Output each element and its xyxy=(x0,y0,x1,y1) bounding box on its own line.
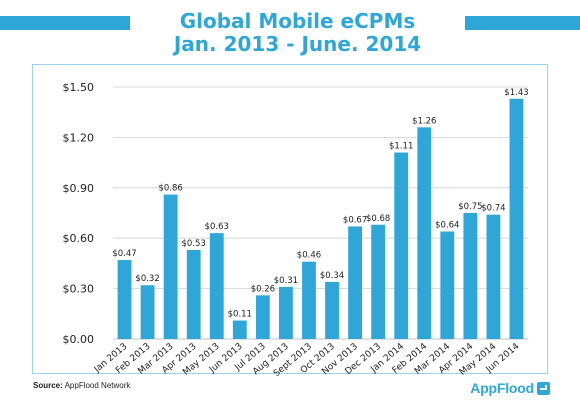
data-label: $0.53 xyxy=(182,239,206,249)
bar xyxy=(371,224,386,339)
data-label: $1.26 xyxy=(412,116,436,126)
bar xyxy=(509,98,524,339)
source-label: Source: xyxy=(33,381,63,390)
bar xyxy=(325,281,339,339)
chart-title-line1: Global Mobile eCPMs xyxy=(179,9,416,33)
bar xyxy=(209,233,224,339)
source-text: AppFlood Network xyxy=(64,381,131,390)
bar xyxy=(394,152,409,339)
brand-logo: AppFlood xyxy=(470,380,550,396)
y-tick-label: $1.50 xyxy=(63,81,95,94)
bar xyxy=(440,231,455,339)
data-label: $1.43 xyxy=(504,88,528,98)
bar xyxy=(140,285,155,339)
y-tick-label: $1.20 xyxy=(63,131,95,144)
decorative-bar-right xyxy=(465,16,580,30)
bar xyxy=(279,286,293,339)
bar xyxy=(486,214,501,339)
bar xyxy=(255,295,270,339)
bar xyxy=(348,226,362,339)
chart-title: Global Mobile eCPMs Jan. 2013 - June. 20… xyxy=(130,10,465,56)
data-label: $0.31 xyxy=(274,276,298,286)
data-label: $0.46 xyxy=(297,251,321,261)
appflood-logo-icon xyxy=(537,381,550,395)
bar xyxy=(163,194,178,339)
data-label: $0.26 xyxy=(251,284,275,294)
y-tick-label: $0.00 xyxy=(63,333,95,346)
y-tick-label: $0.30 xyxy=(63,283,95,296)
bar xyxy=(302,261,316,339)
data-label: $0.74 xyxy=(481,204,505,214)
bar xyxy=(117,260,132,339)
y-tick-label: $0.90 xyxy=(63,182,95,195)
data-label: $0.34 xyxy=(320,271,344,281)
chart-frame xyxy=(32,64,548,374)
bar xyxy=(463,213,478,339)
data-label: $0.32 xyxy=(135,274,159,284)
data-label: $0.68 xyxy=(366,214,390,224)
data-label: $0.75 xyxy=(458,202,482,212)
data-label: $0.63 xyxy=(205,222,229,232)
data-label: $0.64 xyxy=(435,220,459,230)
data-label: $0.47 xyxy=(112,249,136,259)
bar xyxy=(186,249,201,339)
bar xyxy=(417,127,432,339)
bar xyxy=(232,320,247,339)
data-label: $0.67 xyxy=(343,215,367,225)
source-note: Source: AppFlood Network xyxy=(33,381,130,390)
decorative-bar-left xyxy=(0,16,130,30)
y-tick-label: $0.60 xyxy=(63,232,95,245)
brand-name: AppFlood xyxy=(470,380,534,396)
data-label: $1.11 xyxy=(389,142,413,152)
data-label: $0.11 xyxy=(228,310,252,320)
data-label: $0.86 xyxy=(158,184,182,194)
chart-title-line2: Jan. 2013 - June. 2014 xyxy=(173,32,422,56)
